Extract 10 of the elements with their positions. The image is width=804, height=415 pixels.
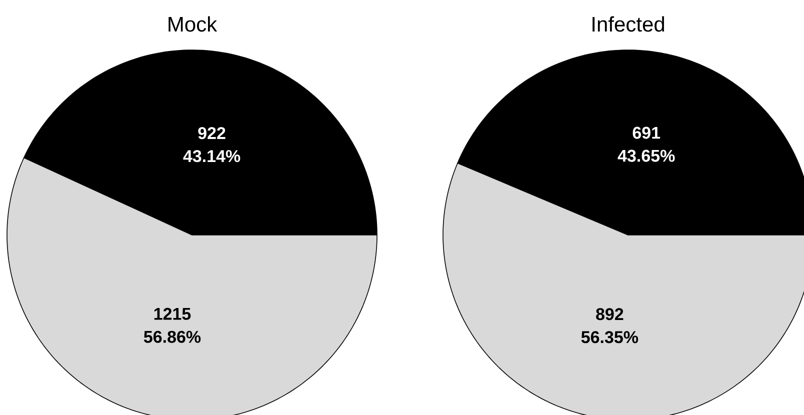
data-label: 43.14% xyxy=(183,150,240,162)
chart-title: Mock xyxy=(168,16,218,32)
data-label: 56.35% xyxy=(581,331,638,344)
text: 691 xyxy=(632,126,660,139)
text: 1215 xyxy=(154,308,191,320)
chart-title: Infected xyxy=(592,16,664,32)
data-label: 56.86% xyxy=(144,330,201,343)
text: 892 xyxy=(596,308,624,320)
data-label: 43.65% xyxy=(618,150,675,162)
text: 922 xyxy=(198,127,226,140)
